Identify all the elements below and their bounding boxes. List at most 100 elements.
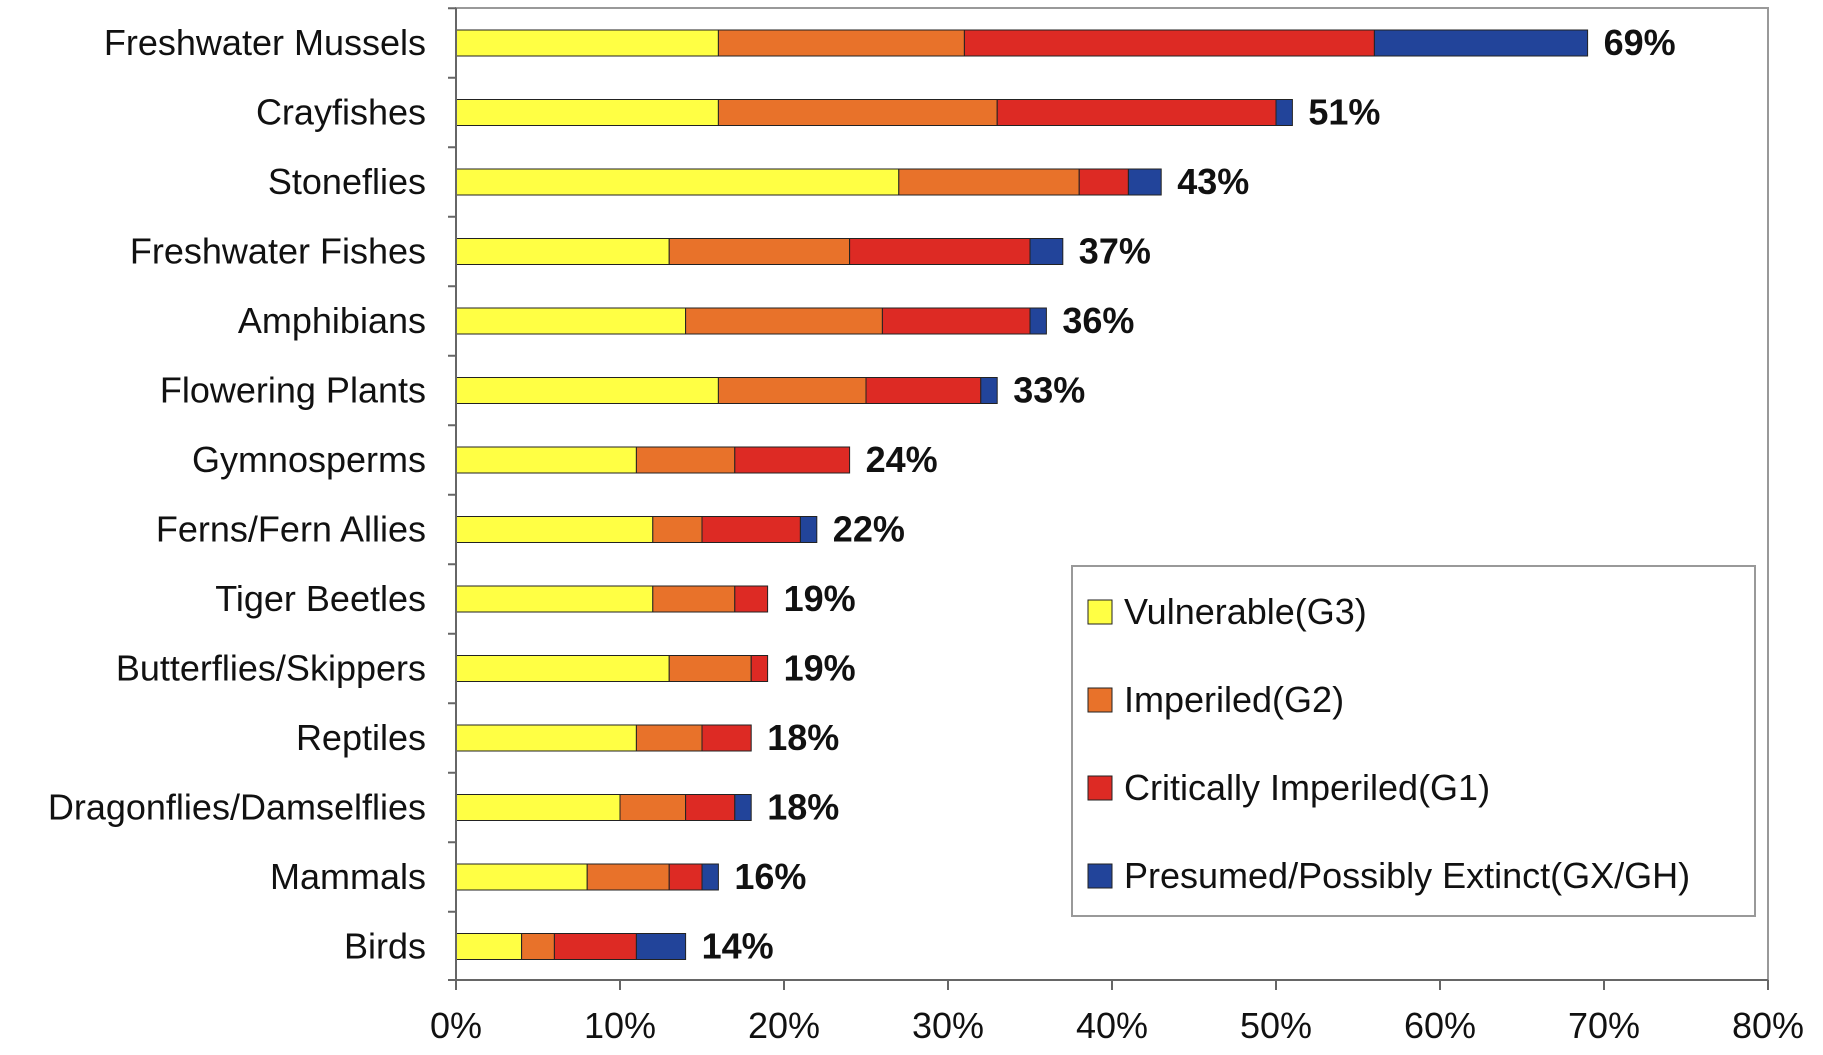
- bar-gymnosperms-vulnerable-g3: [455, 446, 637, 474]
- bar-stoneflies-vulnerable-g3: [455, 168, 900, 196]
- total-labels: 69% 51% 43% 37% 36% 33% 24% 22% 19% 19% 18% 18% 16% 1…: [702, 22, 1676, 967]
- bar-flowering-plants-presumed-possibly-extinct-gx-gh: [980, 377, 998, 404]
- x-tick-label: 30%: [912, 1005, 984, 1046]
- bar-birds-critically-imperiled-g1: [553, 933, 637, 960]
- bar-freshwater-mussels-vulnerable-g3: [455, 29, 719, 57]
- bar-reptiles-imperiled-g2: [635, 724, 703, 752]
- legend-swatch-vulnerable-g3: [1087, 599, 1113, 625]
- category-label-gymnosperms: Gymnosperms: [192, 439, 426, 480]
- total-label-stoneflies: 43%: [1177, 161, 1249, 202]
- legend-box: [1071, 565, 1756, 917]
- bar-mammals-presumed-possibly-extinct-gx-gh: [701, 863, 719, 891]
- x-tick-label: 50%: [1240, 1005, 1312, 1046]
- x-tick-label: 60%: [1404, 1005, 1476, 1046]
- category-label-crayfishes: Crayfishes: [256, 92, 426, 133]
- bar-stoneflies-imperiled-g2: [898, 168, 1080, 196]
- total-label-crayfishes: 51%: [1308, 92, 1380, 133]
- total-label-birds: 14%: [702, 926, 774, 967]
- category-label-tiger-beetles: Tiger Beetles: [215, 578, 426, 619]
- total-label-freshwater-mussels: 69%: [1604, 22, 1676, 63]
- bar-butterflies-skippers-vulnerable-g3: [455, 655, 670, 682]
- bar-mammals-vulnerable-g3: [455, 863, 588, 891]
- bar-dragonflies-damselflies-imperiled-g2: [619, 794, 687, 821]
- bar-flowering-plants-vulnerable-g3: [455, 377, 719, 404]
- bar-mammals-critically-imperiled-g1: [668, 863, 703, 891]
- total-label-flowering-plants: 33%: [1013, 370, 1085, 411]
- total-label-butterflies-skippers: 19%: [784, 648, 856, 689]
- bar-dragonflies-damselflies-presumed-possibly-extinct-gx-gh: [734, 794, 752, 821]
- category-label-amphibians: Amphibians: [238, 300, 426, 341]
- category-label-stoneflies: Stoneflies: [268, 161, 426, 202]
- total-label-reptiles: 18%: [767, 717, 839, 758]
- x-tick-label: 80%: [1732, 1005, 1804, 1046]
- bar-dragonflies-damselflies-critically-imperiled-g1: [685, 794, 736, 821]
- category-label-freshwater-fishes: Freshwater Fishes: [130, 231, 426, 272]
- bar-tiger-beetles-vulnerable-g3: [455, 585, 654, 613]
- bar-freshwater-fishes-critically-imperiled-g1: [849, 238, 1031, 265]
- total-label-ferns-fern-allies: 22%: [833, 509, 905, 550]
- category-label-flowering-plants: Flowering Plants: [160, 370, 426, 411]
- bar-tiger-beetles-critically-imperiled-g1: [734, 585, 769, 613]
- bar-ferns-fern-allies-vulnerable-g3: [455, 516, 654, 543]
- bar-freshwater-mussels-critically-imperiled-g1: [963, 29, 1375, 57]
- x-axis: 0% 10% 20% 30% 40% 50% 60% 70% 80%: [430, 7, 1804, 1046]
- legend-label-critically-imperiled-g1: Critically Imperiled(G1): [1124, 767, 1490, 808]
- bar-amphibians-imperiled-g2: [685, 307, 883, 335]
- x-tick-label: 40%: [1076, 1005, 1148, 1046]
- category-label-reptiles: Reptiles: [296, 717, 426, 758]
- bar-gymnosperms-imperiled-g2: [635, 446, 736, 474]
- legend-label-vulnerable-g3: Vulnerable(G3): [1124, 591, 1367, 632]
- x-tick-label: 10%: [584, 1005, 656, 1046]
- bar-dragonflies-damselflies-vulnerable-g3: [455, 794, 621, 821]
- total-label-mammals: 16%: [734, 856, 806, 897]
- bar-stoneflies-presumed-possibly-extinct-gx-gh: [1127, 168, 1162, 196]
- bar-ferns-fern-allies-imperiled-g2: [652, 516, 703, 543]
- total-label-freshwater-fishes: 37%: [1079, 231, 1151, 272]
- bar-flowering-plants-critically-imperiled-g1: [865, 377, 982, 404]
- bar-crayfishes-critically-imperiled-g1: [996, 99, 1277, 126]
- total-label-dragonflies-damselflies: 18%: [767, 787, 839, 828]
- legend-label-presumed-possibly-extinct-gx-gh: Presumed/Possibly Extinct(GX/GH): [1124, 855, 1690, 896]
- bar-flowering-plants-imperiled-g2: [717, 377, 867, 404]
- bar-amphibians-critically-imperiled-g1: [881, 307, 1031, 335]
- bar-freshwater-mussels-presumed-possibly-extinct-gx-gh: [1373, 29, 1589, 57]
- bar-mammals-imperiled-g2: [586, 863, 670, 891]
- category-label-dragonflies-damselflies: Dragonflies/Damselflies: [48, 787, 426, 828]
- bar-ferns-fern-allies-critically-imperiled-g1: [701, 516, 801, 543]
- bar-tiger-beetles-imperiled-g2: [652, 585, 736, 613]
- bar-amphibians-vulnerable-g3: [455, 307, 687, 335]
- bar-butterflies-skippers-critically-imperiled-g1: [750, 655, 769, 682]
- x-tick-label: 20%: [748, 1005, 820, 1046]
- category-label-butterflies-skippers: Butterflies/Skippers: [116, 648, 426, 689]
- x-tick-label: 70%: [1568, 1005, 1640, 1046]
- legend-label-imperiled-g2: Imperiled(G2): [1124, 679, 1344, 720]
- bar-reptiles-critically-imperiled-g1: [701, 724, 752, 752]
- bar-freshwater-mussels-imperiled-g2: [717, 29, 965, 57]
- total-label-tiger-beetles: 19%: [784, 578, 856, 619]
- bar-freshwater-fishes-vulnerable-g3: [455, 238, 670, 265]
- bar-amphibians-presumed-possibly-extinct-gx-gh: [1029, 307, 1047, 335]
- bar-freshwater-fishes-presumed-possibly-extinct-gx-gh: [1029, 238, 1064, 265]
- bar-freshwater-fishes-imperiled-g2: [668, 238, 851, 265]
- x-tick-label: 0%: [430, 1005, 482, 1046]
- category-label-freshwater-mussels: Freshwater Mussels: [104, 22, 426, 63]
- legend-swatch-critically-imperiled-g1: [1087, 775, 1113, 801]
- bars-layer: [455, 29, 1589, 960]
- bar-crayfishes-imperiled-g2: [717, 99, 998, 126]
- legend-swatch-imperiled-g2: [1087, 687, 1113, 713]
- category-label-mammals: Mammals: [270, 856, 426, 897]
- bar-birds-imperiled-g2: [521, 933, 555, 960]
- bar-ferns-fern-allies-presumed-possibly-extinct-gx-gh: [799, 516, 818, 543]
- bar-stoneflies-critically-imperiled-g1: [1078, 168, 1129, 196]
- bar-crayfishes-vulnerable-g3: [455, 99, 719, 126]
- total-label-gymnosperms: 24%: [866, 439, 938, 480]
- bar-birds-vulnerable-g3: [455, 933, 523, 960]
- category-labels: Freshwater Mussels Crayfishes Stoneflies Fr…: [48, 22, 426, 967]
- bar-butterflies-skippers-imperiled-g2: [668, 655, 752, 682]
- category-label-ferns-fern-allies: Ferns/Fern Allies: [156, 509, 426, 550]
- legend: Vulnerable(G3) Imperiled(G2) Critically Im…: [1071, 565, 1756, 917]
- bar-crayfishes-presumed-possibly-extinct-gx-gh: [1275, 99, 1293, 126]
- bar-reptiles-vulnerable-g3: [455, 724, 637, 752]
- bar-gymnosperms-critically-imperiled-g1: [734, 446, 851, 474]
